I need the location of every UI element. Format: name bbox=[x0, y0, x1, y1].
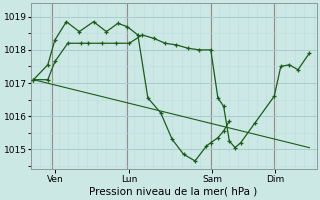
X-axis label: Pression niveau de la mer( hPa ): Pression niveau de la mer( hPa ) bbox=[90, 187, 258, 197]
